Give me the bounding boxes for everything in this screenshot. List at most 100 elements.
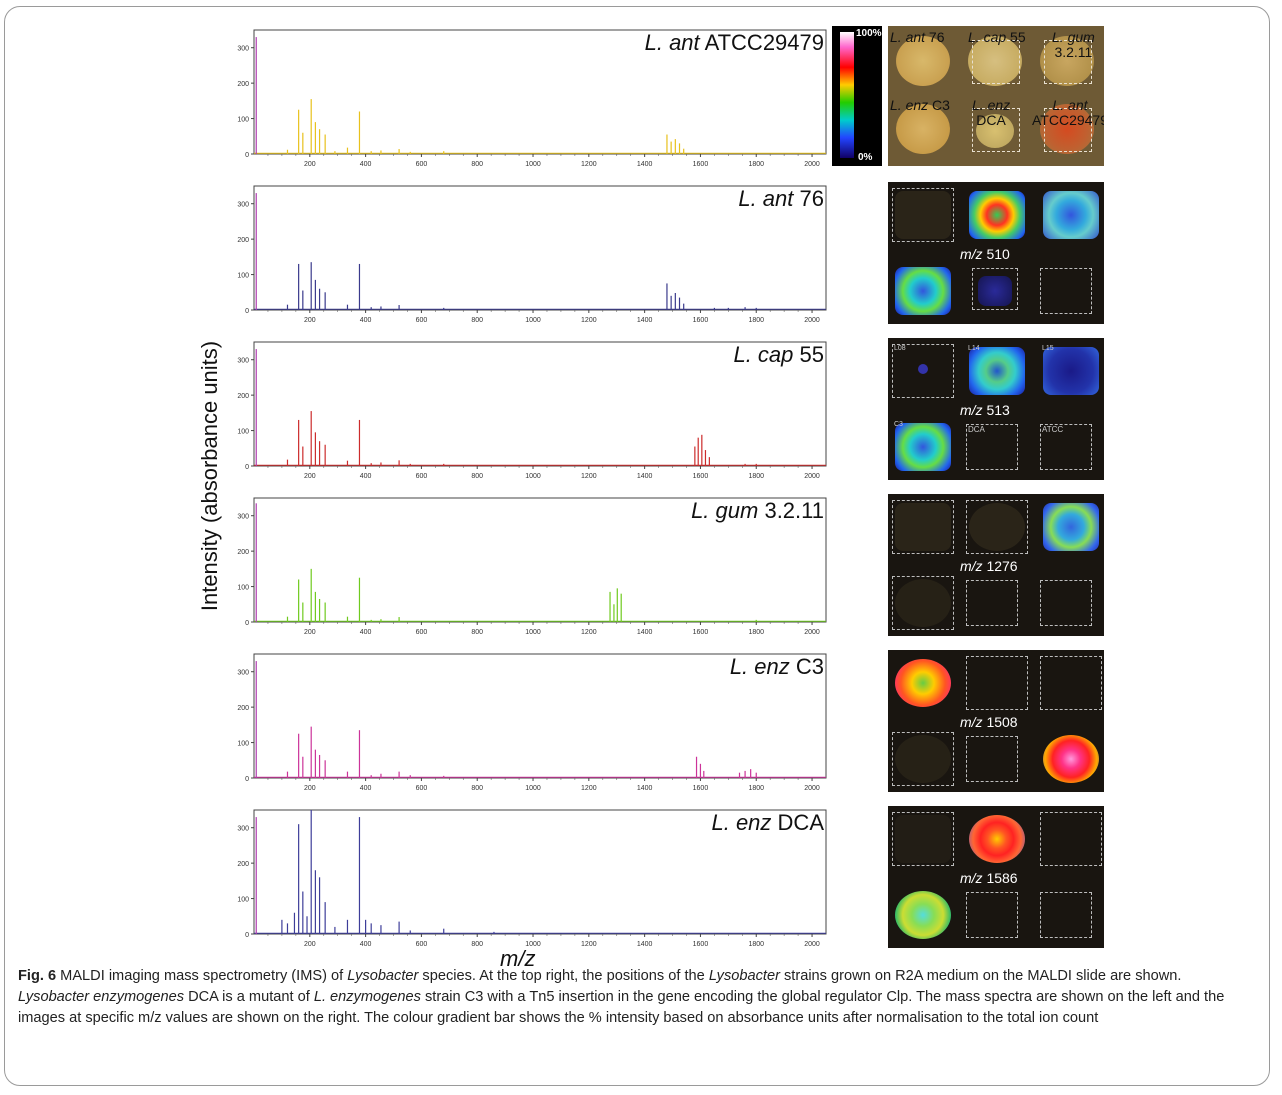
photo-well-enzc3 [890,98,956,160]
x-tick-label: 1800 [748,785,764,792]
y-tick-label: 100 [237,429,249,436]
photo-label-cap55: L. cap 55 [968,29,1026,45]
x-tick-label: 2000 [804,941,820,948]
y-tick-label: 100 [237,585,249,592]
x-tick-label: 2000 [804,473,820,480]
x-tick-label: 1600 [693,629,709,636]
y-tick-label: 0 [245,152,249,159]
y-tick-label: 100 [237,273,249,280]
x-tick-label: 600 [416,473,428,480]
x-tick-label: 1200 [581,473,597,480]
plot-frame [253,497,827,623]
x-tick-label: 1600 [693,317,709,324]
y-tick-label: 200 [237,861,249,868]
spectrum-panel-enzc3: 0 100 200 300 200 400 600 800 1000 1200 1400 1600 18… [234,650,832,805]
spectrum-plot: 0 100 200 300 200 400 600 800 1000 1200 1400 1600 18… [237,185,827,324]
x-tick-label: 200 [304,161,316,168]
y-tick-label: 0 [245,308,249,315]
gradient-scale [840,32,854,158]
strain-label: L. gum 3.2.11 [691,498,824,523]
ims-image-1276: m/z 1276 [888,494,1104,636]
photo-label-enzc3: L. enz C3 [890,97,950,113]
y-tick-label: 100 [237,741,249,748]
y-tick-label: 200 [237,81,249,88]
photo-label-enzdca: L. enz DCA [972,97,1011,128]
spectrum-plot: 0 100 200 300 200 400 600 800 1000 1200 1400 1600 18… [237,341,827,480]
x-tick-label: 800 [471,785,483,792]
x-tick-label: 1400 [637,941,653,948]
x-tick-label: 1000 [525,473,541,480]
x-tick-label: 1000 [525,629,541,636]
mz-label: m/z 1586 [960,870,1018,886]
x-tick-label: 400 [360,785,372,792]
ims-image-1586: m/z 1586 [888,806,1104,948]
x-tick-label: 1400 [637,473,653,480]
x-tick-label: 1600 [693,785,709,792]
photo-label-ant76: L. ant 76 [890,29,945,45]
x-tick-label: 1000 [525,161,541,168]
x-tick-label: 1800 [748,629,764,636]
x-tick-label: 1000 [525,941,541,948]
x-tick-label: 1200 [581,629,597,636]
photo-label-gum: L. gum 3.2.11 [1052,29,1095,60]
y-tick-label: 300 [237,670,249,677]
plot-frame [253,29,827,155]
x-tick-label: 1000 [525,317,541,324]
y-tick-label: 0 [245,464,249,471]
y-axis-label: Intensity (absorbance units) [197,340,222,612]
y-tick-label: 300 [237,514,249,521]
x-tick-label: 1400 [637,317,653,324]
y-tick-label: 0 [245,776,249,783]
strain-label: L. cap 55 [733,342,824,367]
x-tick-label: 400 [360,629,372,636]
mz-label: m/z 1508 [960,714,1018,730]
spectrum-plot: 0 100 200 300 200 400 600 800 1000 1200 1400 1600 18… [237,809,827,948]
x-tick-label: 400 [360,941,372,948]
spectrum-plot: 0 100 200 300 200 400 600 800 1000 1200 1400 1600 18… [237,29,827,168]
y-tick-label: 200 [237,549,249,556]
spectrum-plot: 0 100 200 300 200 400 600 800 1000 1200 1400 1600 18… [237,653,827,792]
y-tick-label: 100 [237,117,249,124]
ims-image-1508: m/z 1508 [888,650,1104,792]
ims-image-510: m/z 510 [888,182,1104,324]
photo-well-cap55 [962,30,1028,92]
x-tick-label: 1800 [748,473,764,480]
x-tick-label: 600 [416,941,428,948]
y-tick-label: 300 [237,826,249,833]
gradient-max-label: 100% [856,28,882,39]
x-tick-label: 600 [416,317,428,324]
x-tick-label: 400 [360,473,372,480]
x-tick-label: 400 [360,317,372,324]
x-tick-label: 600 [416,629,428,636]
figure-label: Fig. 6 [18,968,57,984]
x-tick-label: 2000 [804,161,820,168]
x-tick-label: 600 [416,161,428,168]
plot-frame [253,653,827,779]
x-tick-label: 1400 [637,161,653,168]
x-tick-label: 1800 [748,317,764,324]
strain-label: L. enz C3 [729,654,824,679]
x-tick-label: 2000 [804,629,820,636]
y-tick-label: 200 [237,237,249,244]
color-gradient-bar: 100% 0% [832,26,882,166]
x-tick-label: 600 [416,785,428,792]
x-tick-label: 1800 [748,941,764,948]
x-tick-label: 200 [304,317,316,324]
gradient-min-label: 0% [858,152,873,163]
x-tick-label: 1200 [581,161,597,168]
x-tick-label: 1600 [693,473,709,480]
spectrum-panel-enzdca: 0 100 200 300 200 400 600 800 1000 1200 1400 1600 18… [234,806,832,961]
x-tick-label: 800 [471,629,483,636]
x-tick-label: 200 [304,473,316,480]
x-tick-label: 1400 [637,629,653,636]
strain-label: L. ant ATCC29479 [644,30,824,55]
mz-label: m/z 1276 [960,558,1018,574]
plot-frame [253,341,827,467]
strain-label: L. enz DCA [711,810,824,835]
x-tick-label: 800 [471,941,483,948]
y-tick-label: 300 [237,202,249,209]
mz-label: m/z 510 [960,246,1010,262]
y-tick-label: 300 [237,358,249,365]
x-tick-label: 1600 [693,161,709,168]
x-tick-label: 200 [304,941,316,948]
